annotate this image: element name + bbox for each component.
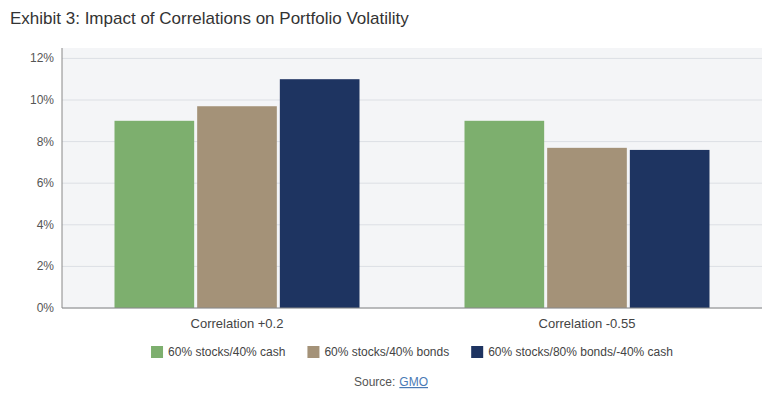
source-annotation: Source: GMO xyxy=(354,375,428,389)
bars xyxy=(115,79,710,308)
y-axis-line xyxy=(62,48,63,308)
bar xyxy=(630,150,710,308)
grid-line xyxy=(62,308,762,309)
legend-label: 60% stocks/40% bonds xyxy=(324,345,449,359)
plot-background xyxy=(62,48,762,308)
y-axis: 0% 2% 4% 6% 8% 10% 12% xyxy=(30,51,762,315)
title: Exhibit 3: Impact of Correlations on Por… xyxy=(10,9,409,28)
bar xyxy=(280,79,360,308)
source-link: GMO xyxy=(399,375,428,389)
y-tick-label: 4% xyxy=(37,218,55,232)
legend-swatch xyxy=(151,346,163,358)
y-tick-label: 12% xyxy=(30,51,54,65)
x-tick-label: Correlation +0.2 xyxy=(191,316,284,331)
bar xyxy=(465,121,545,308)
y-tick-label: 10% xyxy=(30,93,54,107)
bar xyxy=(115,121,195,308)
chart-svg: Exhibit 3: Impact of Correlations on Por… xyxy=(0,0,782,398)
grid-line xyxy=(62,58,762,59)
legend-swatch xyxy=(307,346,319,358)
y-tick-label: 0% xyxy=(37,301,55,315)
y-tick-label: 2% xyxy=(37,259,55,273)
legend-label: 60% stocks/80% bonds/-40% cash xyxy=(488,345,673,359)
x-tick-label: Correlation -0.55 xyxy=(539,316,636,331)
bar xyxy=(547,148,627,308)
y-tick-label: 6% xyxy=(37,176,55,190)
grid-line xyxy=(62,100,762,101)
legend-label: 60% stocks/40% cash xyxy=(168,345,285,359)
chart-container: Exhibit 3: Impact of Correlations on Por… xyxy=(0,0,782,398)
bar xyxy=(197,106,277,308)
y-tick-label: 8% xyxy=(37,135,55,149)
legend: 60% stocks/40% cash 60% stocks/40% bonds 6… xyxy=(151,345,673,359)
legend-swatch xyxy=(471,346,483,358)
x-axis-line xyxy=(62,308,762,309)
source-label: Source: xyxy=(354,375,395,389)
